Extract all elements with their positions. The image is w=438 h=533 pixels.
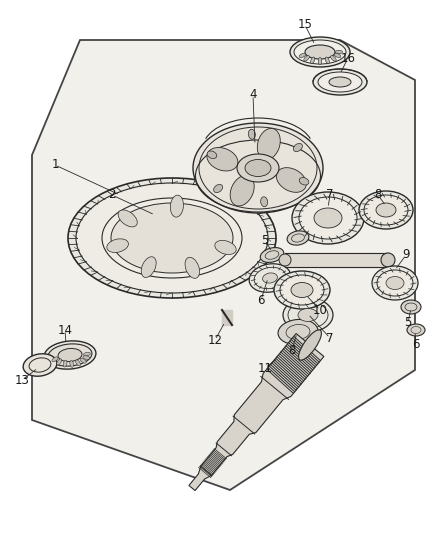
Ellipse shape bbox=[170, 195, 184, 217]
Ellipse shape bbox=[118, 210, 137, 227]
Ellipse shape bbox=[262, 273, 277, 283]
Ellipse shape bbox=[364, 195, 408, 225]
Ellipse shape bbox=[293, 143, 302, 151]
Text: 10: 10 bbox=[313, 303, 328, 317]
Text: 8: 8 bbox=[288, 343, 296, 357]
Ellipse shape bbox=[248, 130, 255, 139]
Text: 4: 4 bbox=[249, 88, 257, 101]
Ellipse shape bbox=[80, 358, 86, 363]
Ellipse shape bbox=[23, 354, 57, 376]
Ellipse shape bbox=[185, 257, 200, 278]
Ellipse shape bbox=[292, 192, 364, 244]
Ellipse shape bbox=[329, 77, 351, 87]
Ellipse shape bbox=[318, 72, 362, 92]
Text: 14: 14 bbox=[57, 324, 73, 336]
Ellipse shape bbox=[70, 360, 74, 367]
Ellipse shape bbox=[299, 197, 357, 239]
Ellipse shape bbox=[68, 178, 276, 298]
Ellipse shape bbox=[207, 148, 238, 171]
Ellipse shape bbox=[48, 344, 92, 366]
Ellipse shape bbox=[57, 359, 62, 365]
Ellipse shape bbox=[249, 264, 291, 292]
Ellipse shape bbox=[334, 53, 341, 58]
Ellipse shape bbox=[376, 203, 396, 217]
Ellipse shape bbox=[260, 247, 284, 262]
Text: 7: 7 bbox=[326, 332, 334, 344]
Ellipse shape bbox=[386, 277, 404, 289]
Ellipse shape bbox=[215, 240, 236, 254]
Ellipse shape bbox=[325, 57, 329, 63]
Text: 12: 12 bbox=[208, 334, 223, 346]
Ellipse shape bbox=[141, 257, 156, 278]
Ellipse shape bbox=[279, 254, 291, 266]
Text: 6: 6 bbox=[257, 294, 265, 306]
Text: 1: 1 bbox=[51, 158, 59, 172]
Ellipse shape bbox=[291, 282, 313, 297]
Ellipse shape bbox=[313, 69, 367, 95]
Ellipse shape bbox=[83, 356, 90, 359]
Ellipse shape bbox=[299, 330, 321, 360]
Ellipse shape bbox=[52, 357, 58, 362]
Ellipse shape bbox=[359, 191, 413, 229]
Text: 9: 9 bbox=[402, 248, 410, 262]
Ellipse shape bbox=[290, 37, 350, 67]
Text: 5: 5 bbox=[404, 317, 412, 329]
Ellipse shape bbox=[193, 123, 323, 213]
Ellipse shape bbox=[314, 208, 342, 228]
Ellipse shape bbox=[261, 197, 268, 207]
Ellipse shape bbox=[401, 300, 421, 314]
Text: 7: 7 bbox=[326, 189, 334, 201]
Ellipse shape bbox=[214, 184, 223, 192]
Text: 8: 8 bbox=[374, 189, 381, 201]
Ellipse shape bbox=[230, 175, 254, 206]
Ellipse shape bbox=[107, 239, 128, 253]
Ellipse shape bbox=[372, 266, 418, 300]
Text: 5: 5 bbox=[261, 233, 268, 246]
Text: 16: 16 bbox=[340, 52, 356, 64]
Ellipse shape bbox=[377, 270, 413, 296]
Ellipse shape bbox=[381, 253, 395, 267]
Ellipse shape bbox=[76, 183, 268, 293]
Ellipse shape bbox=[257, 128, 280, 160]
Ellipse shape bbox=[245, 159, 271, 176]
Ellipse shape bbox=[207, 151, 217, 158]
Text: 13: 13 bbox=[14, 374, 29, 386]
Ellipse shape bbox=[276, 168, 306, 192]
Ellipse shape bbox=[44, 341, 96, 369]
Ellipse shape bbox=[298, 309, 318, 321]
Ellipse shape bbox=[111, 203, 233, 273]
Ellipse shape bbox=[318, 58, 322, 64]
Ellipse shape bbox=[304, 55, 309, 61]
Text: 2: 2 bbox=[108, 189, 116, 201]
Ellipse shape bbox=[63, 360, 67, 367]
Ellipse shape bbox=[58, 349, 82, 361]
Ellipse shape bbox=[283, 298, 333, 332]
Ellipse shape bbox=[274, 271, 330, 309]
Ellipse shape bbox=[305, 45, 335, 59]
Ellipse shape bbox=[299, 177, 309, 185]
Polygon shape bbox=[189, 334, 324, 490]
Ellipse shape bbox=[311, 57, 315, 63]
Polygon shape bbox=[32, 40, 415, 490]
Ellipse shape bbox=[287, 231, 309, 245]
Ellipse shape bbox=[237, 154, 279, 182]
Ellipse shape bbox=[299, 53, 306, 58]
Text: 11: 11 bbox=[258, 361, 272, 375]
Text: 6: 6 bbox=[412, 338, 420, 351]
Ellipse shape bbox=[76, 360, 81, 366]
Ellipse shape bbox=[280, 275, 324, 305]
Text: 15: 15 bbox=[297, 19, 312, 31]
Ellipse shape bbox=[84, 352, 90, 356]
Ellipse shape bbox=[336, 50, 343, 54]
Ellipse shape bbox=[294, 40, 346, 64]
Ellipse shape bbox=[278, 319, 318, 344]
Ellipse shape bbox=[407, 324, 425, 336]
Ellipse shape bbox=[331, 55, 336, 61]
